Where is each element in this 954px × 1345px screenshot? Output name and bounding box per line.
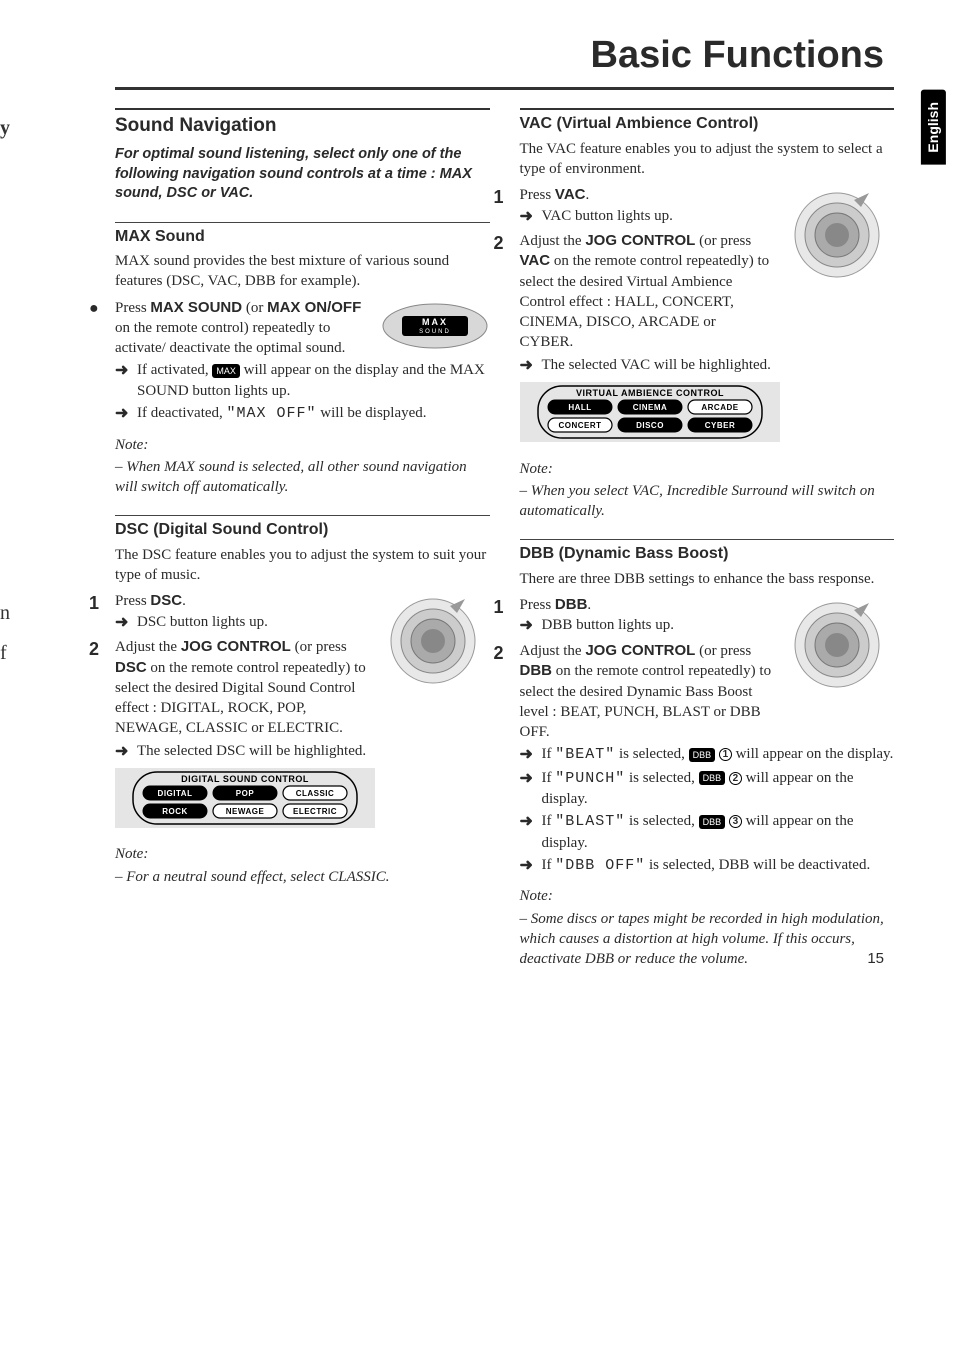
dsc-note-text: – For a neutral sound effect, select CLA… (115, 867, 490, 887)
arrow-icon: ➜ (520, 768, 542, 810)
page-number: 15 (867, 949, 884, 969)
arrow-icon: ➜ (520, 811, 542, 853)
dbb-steps-block: 1 Press DBB. ➜ DBB button lights up. 2 A… (520, 595, 895, 744)
dsc-step1-result: ➜ DSC button lights up. (115, 612, 369, 634)
circled-digit-icon: 1 (719, 748, 732, 761)
max-sound-heading: MAX Sound (115, 222, 490, 248)
arrow-icon: ➜ (520, 355, 542, 377)
manual-page: Basic Functions English Sound Navigation… (0, 0, 954, 999)
dbb-heading: DBB (Dynamic Bass Boost) (520, 539, 895, 565)
dbb-result-3: ➜ If "BLAST" is selected, DBB 3 will app… (520, 811, 895, 853)
dbb-note-text: – Some discs or tapes might be recorded … (520, 909, 895, 970)
arrow-icon: ➜ (115, 612, 137, 634)
arrow-icon: ➜ (115, 360, 137, 401)
svg-text:DISCO: DISCO (636, 421, 664, 430)
dbb-note-label: Note: (520, 886, 895, 906)
jog-control-illustration (779, 595, 894, 695)
dbb-result-2: ➜ If "PUNCH" is selected, DBB 2 will app… (520, 768, 895, 810)
dbb-result-1: ➜ If "BEAT" is selected, DBB 1 will appe… (520, 744, 895, 766)
dsc-heading: DSC (Digital Sound Control) (115, 515, 490, 541)
svg-text:CINEMA: CINEMA (632, 403, 667, 412)
svg-text:ELECTRIC: ELECTRIC (293, 807, 337, 816)
dbb-badge-icon: DBB (699, 815, 726, 829)
vac-result: ➜ The selected VAC will be highlighted. (520, 355, 895, 377)
left-column: Sound Navigation For optimal sound liste… (115, 108, 490, 969)
dbb-desc: There are three DBB settings to enhance … (520, 569, 895, 589)
sound-navigation-heading: Sound Navigation (115, 108, 490, 139)
step-number: 2 (494, 231, 520, 255)
arrow-icon: ➜ (115, 741, 137, 763)
dsc-steps-block: 1 Press DSC. ➜ DSC button lights up. 2 A… (115, 591, 490, 740)
max-note-text: – When MAX sound is selected, all other … (115, 457, 490, 498)
vac-note-label: Note: (520, 459, 895, 479)
dbb-result-4: ➜ If "DBB OFF" is selected, DBB will be … (520, 855, 895, 877)
dsc-panel-illustration: DIGITAL SOUND CONTROL DIGITAL POP CLASSI… (115, 768, 490, 834)
dbb-badge-icon: DBB (699, 771, 726, 785)
svg-text:HALL: HALL (568, 403, 591, 412)
circled-digit-icon: 2 (729, 772, 742, 785)
max-sound-step-block: MAX SOUND ● Press MAX SOUND (or MAX ON/O… (115, 298, 490, 361)
svg-text:CLASSIC: CLASSIC (296, 789, 335, 798)
svg-text:SOUND: SOUND (419, 329, 451, 335)
svg-text:MAX: MAX (422, 317, 448, 327)
jog-control-illustration (375, 591, 490, 691)
dsc-desc: The DSC feature enables you to adjust th… (115, 545, 490, 586)
vac-steps-block: 1 Press VAC. ➜ VAC button lights up. 2 A… (520, 185, 895, 354)
svg-text:DIGITAL SOUND CONTROL: DIGITAL SOUND CONTROL (181, 774, 309, 784)
max-note-label: Note: (115, 435, 490, 455)
language-tab: English (921, 90, 946, 165)
arrow-icon: ➜ (115, 403, 137, 425)
arrow-icon: ➜ (520, 855, 542, 877)
max-result-2: ➜ If deactivated, "MAX OFF" will be disp… (115, 403, 490, 425)
arrow-icon: ➜ (520, 206, 542, 228)
max-badge-icon: MAX (212, 364, 240, 378)
step-number: 1 (494, 595, 520, 619)
bullet-icon: ● (89, 298, 115, 320)
step-number: 2 (494, 641, 520, 665)
max-step-text: Press MAX SOUND (or MAX ON/OFF on the re… (115, 298, 374, 359)
vac-heading: VAC (Virtual Ambience Control) (520, 108, 895, 135)
svg-text:CONCERT: CONCERT (558, 421, 601, 430)
max-sound-desc: MAX sound provides the best mixture of v… (115, 251, 490, 292)
vac-step1-result: ➜ VAC button lights up. (520, 206, 774, 228)
dbb-step-2: 2 Adjust the JOG CONTROL (or press DBB o… (520, 641, 774, 742)
jog-control-illustration (779, 185, 894, 285)
max-result-1: ➜ If activated, MAX will appear on the d… (115, 360, 490, 401)
arrow-icon: ➜ (520, 744, 542, 766)
svg-text:ROCK: ROCK (162, 807, 188, 816)
vac-step-1: 1 Press VAC. ➜ VAC button lights up. (520, 185, 774, 229)
dsc-result: ➜ The selected DSC will be highlighted. (115, 741, 490, 763)
step-number: 1 (494, 185, 520, 209)
svg-text:DIGITAL: DIGITAL (158, 789, 193, 798)
arrow-icon: ➜ (520, 615, 542, 637)
svg-text:NEWAGE: NEWAGE (226, 807, 265, 816)
content-columns: Sound Navigation For optimal sound liste… (115, 108, 894, 969)
sound-navigation-intro: For optimal sound listening, select only… (115, 145, 490, 204)
svg-text:ARCADE: ARCADE (701, 403, 738, 412)
dbb-step-1: 1 Press DBB. ➜ DBB button lights up. (520, 595, 774, 639)
step-number: 1 (89, 591, 115, 615)
vac-note-text: – When you select VAC, Incredible Surrou… (520, 481, 895, 522)
step-number: 2 (89, 637, 115, 661)
circled-digit-icon: 3 (729, 815, 742, 828)
dbb-step1-result: ➜ DBB button lights up. (520, 615, 774, 637)
dsc-step-1: 1 Press DSC. ➜ DSC button lights up. (115, 591, 369, 635)
max-step: ● Press MAX SOUND (or MAX ON/OFF on the … (115, 298, 374, 359)
vac-desc: The VAC feature enables you to adjust th… (520, 139, 895, 180)
dsc-note-label: Note: (115, 844, 490, 864)
dbb-badge-icon: DBB (689, 748, 716, 762)
vac-step-2: 2 Adjust the JOG CONTROL (or press VAC o… (520, 231, 774, 353)
svg-text:POP: POP (236, 789, 255, 798)
page-title: Basic Functions (115, 30, 894, 90)
right-column: VAC (Virtual Ambience Control) The VAC f… (520, 108, 895, 969)
svg-text:CYBER: CYBER (704, 421, 735, 430)
max-display-illustration: MAX SOUND (380, 298, 490, 353)
vac-panel-illustration: VIRTUAL AMBIENCE CONTROL HALL CINEMA ARC… (520, 382, 895, 448)
dsc-step-2: 2 Adjust the JOG CONTROL (or press DSC o… (115, 637, 369, 738)
svg-text:VIRTUAL AMBIENCE CONTROL: VIRTUAL AMBIENCE CONTROL (576, 388, 724, 398)
